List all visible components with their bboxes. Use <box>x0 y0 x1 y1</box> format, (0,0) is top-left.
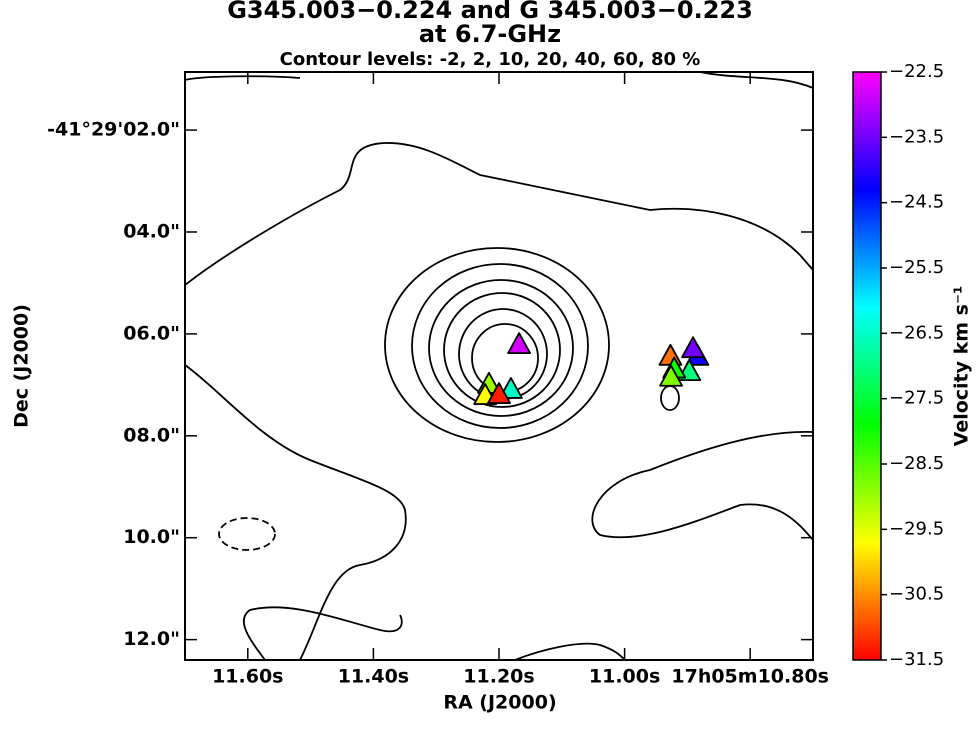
contour <box>185 72 813 89</box>
contour <box>443 292 561 408</box>
colorbar-label: Velocity km s⁻¹ <box>951 286 973 447</box>
contour <box>185 142 813 286</box>
y-tick-label: 06.0" <box>123 322 180 344</box>
maser-spot <box>659 364 683 387</box>
maser-spot <box>658 343 683 366</box>
maser-spot <box>507 332 531 355</box>
colorbar-tick-label: −30.5 <box>889 584 944 605</box>
maser-spot <box>487 382 511 404</box>
y-axis-label: Dec (J2000) <box>11 304 33 428</box>
chart-title-line: at 6.7-GHz <box>419 20 561 48</box>
colorbar-tick-label: −31.5 <box>889 649 944 670</box>
chart-title: G345.003−0.224 and G 345.003−0.223 <box>227 0 753 24</box>
colorbar-tick-label: −29.5 <box>889 518 944 539</box>
contour <box>471 323 539 393</box>
chart-subtitle: Contour levels: -2, 2, 10, 20, 40, 60, 8… <box>280 49 701 70</box>
y-tick-label: 10.0" <box>123 526 180 548</box>
contour <box>384 247 610 443</box>
colorbar-tick-label: −24.5 <box>889 192 944 213</box>
colorbar <box>852 71 882 661</box>
contour <box>591 431 813 541</box>
y-tick-label: 08.0" <box>123 424 180 446</box>
x-tick-label: 11.40s <box>338 666 409 688</box>
contour <box>218 517 276 551</box>
contour <box>411 263 589 429</box>
contour <box>514 642 626 660</box>
colorbar-tick-label: −25.5 <box>889 257 944 278</box>
x-axis-label: RA (J2000) <box>443 692 556 714</box>
contour <box>242 606 403 660</box>
y-tick-label: 12.0" <box>123 628 180 650</box>
contour <box>428 279 574 417</box>
x-tick-label: 17h05m10.80s <box>671 666 829 688</box>
y-tick-label: -41°29'02.0" <box>47 119 180 141</box>
x-tick-label: 11.20s <box>463 666 534 688</box>
colorbar-tick-label: −22.5 <box>889 61 944 82</box>
colorbar-tick-label: −23.5 <box>889 126 944 147</box>
maser-spot <box>681 336 705 359</box>
plot-frame <box>184 71 814 661</box>
x-tick-label: 11.00s <box>589 666 660 688</box>
colorbar-tick-label: −27.5 <box>889 388 944 409</box>
colorbar-tick-label: −28.5 <box>889 453 944 474</box>
contour <box>185 364 407 660</box>
x-tick-label: 11.60s <box>212 666 283 688</box>
colorbar-tick-label: −26.5 <box>889 322 944 343</box>
y-tick-label: 04.0" <box>123 220 180 242</box>
contours <box>185 72 813 660</box>
contour <box>660 385 680 411</box>
